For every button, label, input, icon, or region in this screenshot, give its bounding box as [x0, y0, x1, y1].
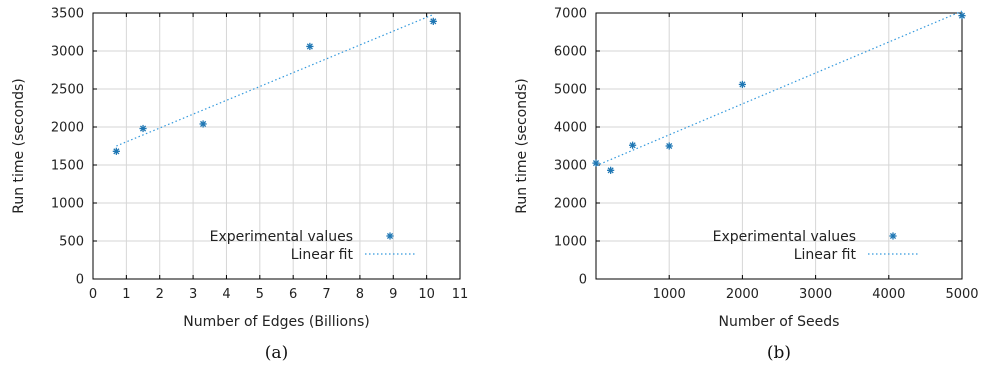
- legend-label-fit-b: Linear fit: [794, 247, 857, 263]
- fit-layer-a: [116, 13, 434, 147]
- y-tick-label-a-3: 1500: [51, 159, 84, 174]
- y-tick-label-a-1: 500: [59, 235, 84, 250]
- x-tick-label-b-1: 2000: [726, 287, 759, 302]
- legend-sample-marker-b: [889, 232, 897, 240]
- y-tick-label-b-0: 0: [579, 273, 587, 288]
- fit-line-a: [116, 13, 434, 147]
- points-layer-b: [592, 12, 966, 174]
- ticks-a: 0 1 2 3 4 5 6 7 8 9 10 11 0 500 1000 1500 2000 2500 3000 35…: [51, 7, 468, 303]
- y-tick-label-b-2: 2000: [554, 197, 587, 212]
- ticks-b: 1000 2000 3000 4000 5000 0 1000 2000 3000 4000 500…: [554, 7, 979, 303]
- x-tick-label-a-4: 4: [222, 287, 230, 302]
- data-point-b-4: [738, 80, 746, 89]
- y-tick-label-b-5: 5000: [554, 83, 587, 98]
- x-tick-label-a-5: 5: [256, 287, 264, 302]
- y-tick-label-a-7: 3500: [51, 7, 84, 22]
- fit-line-b: [595, 10, 963, 167]
- x-tick-label-a-2: 2: [156, 287, 164, 302]
- x-tick-label-a-11: 11: [452, 287, 469, 302]
- chart-panel-a: 0 1 2 3 4 5 6 7 8 9 10 11 0 500 1000 1500 2000 2500 3000 35…: [11, 7, 468, 364]
- x-tick-label-a-7: 7: [322, 287, 330, 302]
- y-tick-label-b-1: 1000: [554, 235, 587, 250]
- x-tick-label-a-3: 3: [189, 287, 197, 302]
- chart-panel-b: 1000 2000 3000 4000 5000 0 1000 2000 3000 4000 500…: [514, 7, 979, 364]
- fit-layer-b: [595, 10, 963, 167]
- y-tick-label-a-4: 2000: [51, 121, 84, 136]
- x-tick-label-a-8: 8: [356, 287, 364, 302]
- x-tick-label-a-9: 9: [389, 287, 397, 302]
- legend-label-fit-a: Linear fit: [291, 247, 354, 263]
- x-axis-label-a: Number of Edges (Billions): [183, 314, 369, 330]
- y-tick-label-a-5: 2500: [51, 83, 84, 98]
- x-tick-label-b-4: 5000: [945, 287, 978, 302]
- data-point-a-3: [306, 42, 314, 51]
- legend-label-experimental-a: Experimental values: [210, 229, 353, 245]
- data-point-a-2: [199, 120, 207, 128]
- data-point-b-0: [592, 159, 600, 167]
- data-point-a-0: [112, 147, 120, 155]
- y-tick-label-a-0: 0: [76, 273, 84, 288]
- y-tick-label-a-6: 3000: [51, 45, 84, 60]
- x-tick-label-a-6: 6: [289, 287, 297, 302]
- legend-sample-marker-a: [386, 232, 394, 240]
- data-point-b-3: [665, 142, 673, 150]
- plot-frame-b: [595, 12, 963, 280]
- legend-a: Experimental values Linear fit: [210, 229, 415, 263]
- x-tick-label-b-3: 4000: [872, 287, 905, 302]
- y-tick-label-b-6: 6000: [554, 45, 587, 60]
- legend-b: Experimental values Linear fit: [713, 229, 918, 263]
- x-axis-label-b: Number of Seeds: [719, 314, 840, 330]
- y-axis-label-a: Run time (seconds): [11, 78, 27, 214]
- data-point-b-5: [958, 12, 966, 20]
- caption-b: (b): [767, 343, 791, 363]
- data-point-b-1: [607, 166, 615, 174]
- x-tick-label-b-0: 1000: [653, 287, 686, 302]
- y-tick-label-a-2: 1000: [51, 197, 84, 212]
- y-axis-label-b: Run time (seconds): [514, 78, 530, 214]
- x-tick-label-a-1: 1: [122, 287, 130, 302]
- data-point-b-2: [629, 141, 637, 149]
- data-point-a-1: [139, 124, 147, 133]
- legend-label-experimental-b: Experimental values: [713, 229, 856, 245]
- y-tick-label-b-3: 3000: [554, 159, 587, 174]
- x-tick-label-a-0: 0: [89, 287, 97, 302]
- points-layer-a: [112, 17, 437, 155]
- caption-a: (a): [265, 343, 288, 363]
- x-tick-label-a-10: 10: [418, 287, 435, 302]
- y-tick-label-b-7: 7000: [554, 7, 587, 22]
- data-point-a-4: [429, 17, 437, 25]
- plot-frame-a: [92, 12, 461, 280]
- x-tick-label-b-2: 3000: [799, 287, 832, 302]
- y-tick-label-b-4: 4000: [554, 121, 587, 136]
